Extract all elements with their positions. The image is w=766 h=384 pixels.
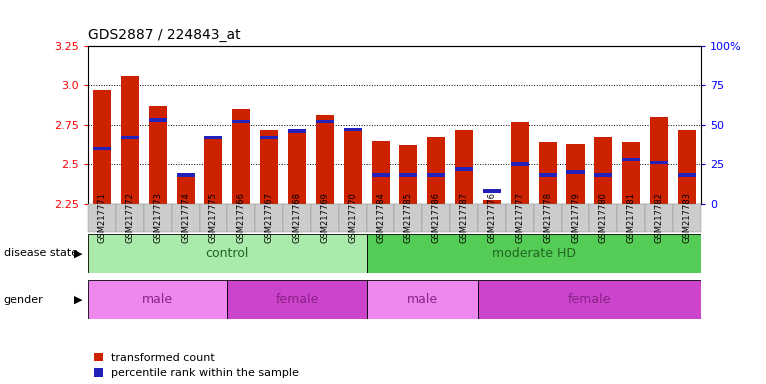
Bar xyxy=(511,122,529,204)
Bar xyxy=(511,162,529,166)
Text: GDS2887 / 224843_at: GDS2887 / 224843_at xyxy=(88,28,241,42)
Text: GSM217771: GSM217771 xyxy=(97,192,106,243)
Bar xyxy=(478,280,701,319)
Bar xyxy=(121,76,139,204)
Bar xyxy=(260,136,278,139)
Text: GSM217774: GSM217774 xyxy=(181,192,190,243)
Bar xyxy=(93,90,111,204)
Bar xyxy=(288,129,306,204)
Bar xyxy=(455,167,473,170)
Bar xyxy=(88,280,228,319)
Bar xyxy=(232,109,250,204)
Text: control: control xyxy=(206,247,249,260)
Text: GSM217782: GSM217782 xyxy=(655,192,663,243)
Bar xyxy=(232,120,250,123)
Text: ▶: ▶ xyxy=(74,248,83,258)
Bar xyxy=(372,174,390,177)
Text: GSM217787: GSM217787 xyxy=(460,192,469,243)
Bar xyxy=(678,129,696,204)
Legend: transformed count, percentile rank within the sample: transformed count, percentile rank withi… xyxy=(93,353,300,379)
Bar xyxy=(316,115,334,204)
Text: male: male xyxy=(407,293,438,306)
Text: GSM217786: GSM217786 xyxy=(432,192,440,243)
Bar xyxy=(399,145,417,204)
Bar xyxy=(622,142,640,204)
Text: GSM217781: GSM217781 xyxy=(627,192,636,243)
Text: ▶: ▶ xyxy=(74,295,83,305)
Bar xyxy=(316,120,334,123)
Text: GSM217773: GSM217773 xyxy=(153,192,162,243)
Text: GSM217768: GSM217768 xyxy=(293,192,302,243)
Bar xyxy=(399,174,417,177)
Text: GSM217766: GSM217766 xyxy=(237,192,246,243)
Bar xyxy=(594,137,613,204)
Bar xyxy=(88,234,367,273)
Text: GSM217783: GSM217783 xyxy=(683,192,692,243)
Text: GSM217784: GSM217784 xyxy=(376,192,385,243)
Bar xyxy=(344,128,362,131)
Text: GSM217769: GSM217769 xyxy=(320,192,329,243)
Bar xyxy=(367,280,478,319)
Bar xyxy=(288,129,306,133)
Bar xyxy=(567,144,584,204)
Text: GSM217776: GSM217776 xyxy=(487,192,496,243)
Bar xyxy=(367,234,701,273)
Text: GSM217770: GSM217770 xyxy=(349,192,357,243)
Bar xyxy=(650,161,668,164)
Bar xyxy=(344,128,362,204)
Text: GSM217767: GSM217767 xyxy=(264,192,273,243)
Text: female: female xyxy=(275,293,319,306)
Bar xyxy=(427,174,445,177)
Text: male: male xyxy=(142,293,173,306)
Bar xyxy=(176,174,195,177)
Bar xyxy=(678,174,696,177)
Bar xyxy=(622,158,640,161)
Bar xyxy=(567,170,584,174)
Bar xyxy=(228,280,367,319)
Text: GSM217780: GSM217780 xyxy=(599,192,608,243)
Text: gender: gender xyxy=(4,295,44,305)
Bar xyxy=(594,174,613,177)
Text: GSM217778: GSM217778 xyxy=(543,192,552,243)
Bar xyxy=(121,136,139,139)
Text: moderate HD: moderate HD xyxy=(492,247,576,260)
Bar xyxy=(372,141,390,204)
Text: GSM217772: GSM217772 xyxy=(126,192,134,243)
Bar xyxy=(650,117,668,204)
Bar xyxy=(427,137,445,204)
Bar xyxy=(149,118,167,122)
Text: female: female xyxy=(568,293,611,306)
Bar xyxy=(455,129,473,204)
Bar xyxy=(205,137,222,204)
Bar xyxy=(538,174,557,177)
Bar xyxy=(483,200,501,204)
Bar xyxy=(149,106,167,204)
Text: GSM217777: GSM217777 xyxy=(516,192,525,243)
Bar xyxy=(176,175,195,204)
Text: GSM217775: GSM217775 xyxy=(209,192,218,243)
Bar xyxy=(205,136,222,139)
Bar xyxy=(260,129,278,204)
Text: GSM217785: GSM217785 xyxy=(404,192,413,243)
Text: GSM217779: GSM217779 xyxy=(571,192,580,243)
Bar xyxy=(538,142,557,204)
Text: disease state: disease state xyxy=(4,248,78,258)
Bar xyxy=(483,189,501,193)
Bar xyxy=(93,147,111,150)
